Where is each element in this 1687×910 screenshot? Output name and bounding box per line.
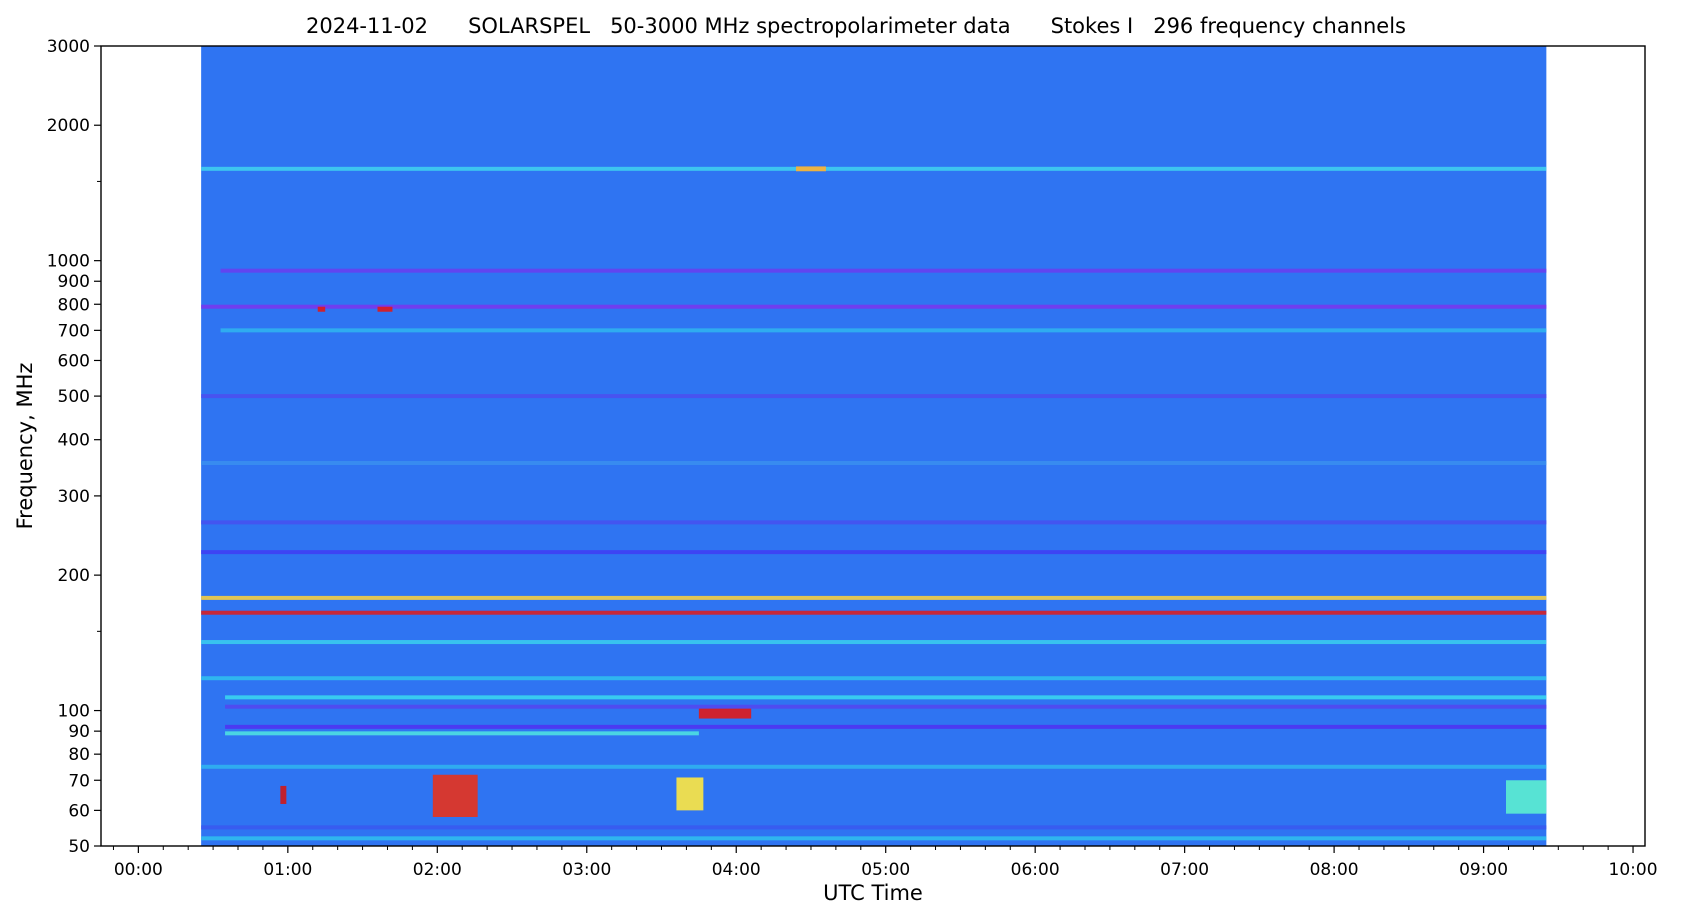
y-axis-label: Frequency, MHz [13,363,37,530]
spectrogram-background [201,46,1547,846]
radio-burst [280,785,287,804]
emission-band [225,695,1547,700]
y-tick-label: 800 [58,295,90,315]
emission-band [201,520,1547,525]
y-tick-label: 3000 [47,37,90,57]
y-tick-label: 70 [68,771,90,791]
emission-band [225,704,1547,709]
x-axis: 00:00 01:00 02:00 03:00 04:00 05:00 06:00 07:00… [112,846,1658,880]
radio-burst [377,306,393,312]
emission-band [201,610,1547,615]
emission-band [201,304,1547,309]
x-axis-label: UTC Time [823,881,923,905]
emission-band [201,550,1547,555]
y-tick-label: 2000 [47,116,90,136]
x-tick-label: 08:00 [1310,860,1359,880]
x-tick-label: 09:00 [1459,860,1508,880]
emission-band [225,731,699,736]
y-tick-label: 1000 [47,252,90,272]
radio-burst [698,708,752,719]
x-tick-label: 04:00 [712,860,761,880]
radio-burst [432,774,478,817]
emission-band [201,394,1547,399]
y-tick-label: 300 [58,487,90,507]
y-tick-label: 400 [58,431,90,451]
emission-band [220,328,1547,333]
x-tick-label: 07:00 [1160,860,1209,880]
emission-band [220,268,1547,273]
chart-title: 2024-11-02 SOLARSPEL 50-3000 MHz spectro… [306,14,1406,38]
y-tick-label: 500 [58,387,90,407]
y-tick-label: 80 [68,745,90,765]
emission-band [201,461,1547,466]
y-tick-label: 50 [68,837,90,857]
emission-band [201,836,1547,841]
emission-band [201,166,1547,171]
x-tick-label: 01:00 [263,860,312,880]
emission-band [225,724,1547,729]
y-tick-label: 100 [58,702,90,722]
radio-burst [317,306,326,312]
y-tick-label: 700 [58,321,90,341]
y-tick-label: 600 [58,351,90,371]
emission-band [201,764,1547,769]
x-tick-label: 03:00 [562,860,611,880]
y-tick-label: 90 [68,722,90,742]
y-tick-label: 60 [68,801,90,821]
y-tick-label: 200 [58,566,90,586]
x-tick-label: 06:00 [1011,860,1060,880]
radio-burst [1505,780,1547,814]
emission-band [201,595,1547,600]
x-tick-label: 00:00 [114,860,163,880]
x-tick-label: 02:00 [413,860,462,880]
x-tick-label: 05:00 [861,860,910,880]
plot-frame [100,45,1646,847]
emission-band [201,825,1547,830]
emission-band [201,676,1547,681]
x-tick-label: 10:00 [1609,860,1658,880]
y-tick-label: 900 [58,272,90,292]
emission-band [201,640,1547,645]
radio-burst [676,777,704,811]
radio-burst [796,166,826,172]
plot-area [201,46,1547,846]
